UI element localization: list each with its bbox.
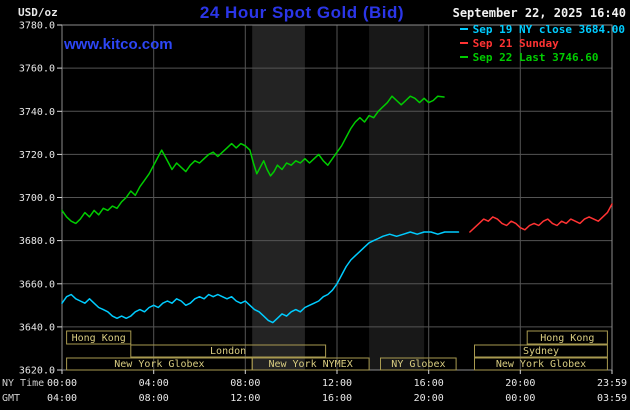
x-tick-label-gmt: 16:00 [322, 393, 352, 404]
legend-label: Sep 22 Last 3746.60 [472, 51, 599, 64]
legend-dash-icon [459, 42, 468, 44]
y-tick-label: 3620.0 [19, 366, 55, 377]
series-line-sep21-sunday [469, 203, 613, 233]
session-label: Hong Kong [540, 333, 594, 344]
x-tick-label-gmt: 08:00 [139, 393, 169, 404]
x-tick-label-gmt: 04:00 [47, 393, 77, 404]
x-tick-label-ny-time: 16:00 [414, 378, 444, 389]
series-line-sep19-ny-close [61, 231, 460, 324]
session-box [474, 344, 608, 358]
y-tick-label: 3680.0 [19, 236, 55, 247]
x-tick-label-gmt: 20:00 [414, 393, 444, 404]
y-axis-unit-label: USD/oz [18, 6, 58, 19]
session-label: NY Globex [391, 359, 445, 370]
x-tick-label-ny-time: 23:59 [597, 378, 627, 389]
legend-item-sep19: Sep 19 NY close 3684.00 [459, 23, 625, 37]
x-tick-label-ny-time: 00:00 [47, 378, 77, 389]
series-line-sep22-last [61, 95, 445, 225]
session-label: New York Globex [496, 359, 586, 370]
chart-title: 24 Hour Spot Gold (Bid) [199, 3, 405, 22]
session-box [130, 344, 327, 358]
session-box [526, 330, 608, 345]
x-tick-label-ny-time: 12:00 [322, 378, 352, 389]
kitco-watermark-link[interactable]: www.kitco.com [64, 36, 173, 53]
session-label: New York Globex [114, 359, 204, 370]
y-tick-label: 3740.0 [19, 107, 55, 118]
session-label: Hong Kong [72, 333, 126, 344]
chart-datetime: September 22, 2025 16:40 [452, 6, 626, 20]
x-tick-label-ny-time: 20:00 [505, 378, 535, 389]
y-tick-label: 3780.0 [19, 21, 55, 32]
legend-label: Sep 21 Sunday [472, 37, 559, 50]
session-label: London [210, 346, 246, 357]
y-tick-label: 3640.0 [19, 322, 55, 333]
x-tick-label-gmt: 12:00 [230, 393, 260, 404]
y-tick-label: 3660.0 [19, 279, 55, 290]
x-tick-label-ny-time: 08:00 [230, 378, 260, 389]
x-tick-label-ny-time: 04:00 [139, 378, 169, 389]
x-axis-row-label-ny-time: NY Time [2, 378, 44, 389]
session-label: Sydney [523, 346, 559, 357]
legend-item-sep22: Sep 22 Last 3746.60 [459, 51, 625, 65]
y-tick-label: 3720.0 [19, 150, 55, 161]
x-tick-label-gmt: 03:59 [597, 393, 627, 404]
y-tick-label: 3760.0 [19, 64, 55, 75]
legend-dash-icon [459, 28, 468, 30]
x-tick-label-gmt: 00:00 [505, 393, 535, 404]
legend-label: Sep 19 NY close 3684.00 [472, 23, 625, 36]
session-box [66, 330, 132, 345]
session-box [380, 357, 457, 371]
y-tick-label: 3700.0 [19, 193, 55, 204]
session-box [474, 357, 608, 371]
session-label: New York NYMEX [268, 359, 352, 370]
x-axis-row-label-gmt: GMT [2, 393, 20, 404]
legend-dash-icon [459, 56, 468, 58]
legend-item-sep21: Sep 21 Sunday [459, 37, 625, 51]
legend: Sep 19 NY close 3684.00 Sep 21 Sunday Se… [459, 23, 625, 65]
session-box [251, 357, 370, 371]
